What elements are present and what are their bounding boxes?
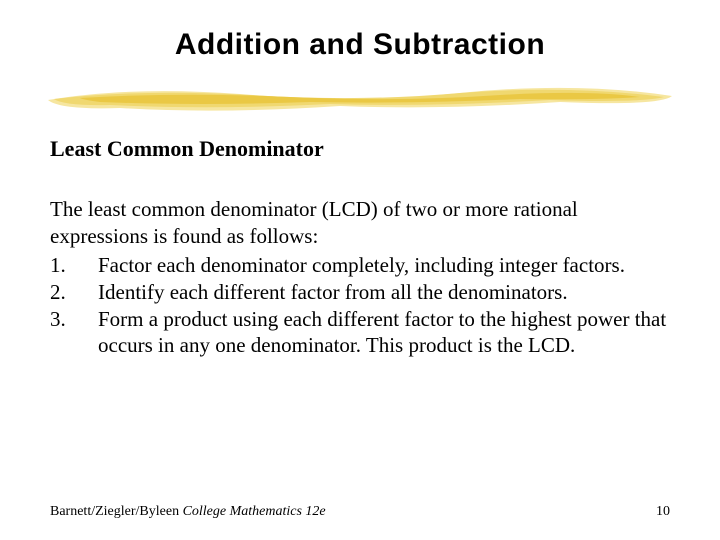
footer-citation: Barnett/Ziegler/Byleen College Mathemati… [50,504,326,520]
page-number: 10 [656,504,670,520]
list-item: Factor each denominator completely, incl… [50,252,670,279]
footer-authors: Barnett/Ziegler/Byleen [50,504,183,519]
steps-list: Factor each denominator completely, incl… [50,252,670,360]
footer: Barnett/Ziegler/Byleen College Mathemati… [50,504,670,520]
page-title: Addition and Subtraction [50,28,670,62]
slide: Addition and Subtraction Least Common De… [0,0,720,540]
list-item: Form a product using each different fact… [50,306,670,360]
intro-text: The least common denominator (LCD) of tw… [50,196,670,250]
section-subtitle: Least Common Denominator [50,136,670,162]
brush-underline [40,80,680,114]
footer-book: College Mathematics 12e [183,504,326,519]
list-item: Identify each different factor from all … [50,279,670,306]
